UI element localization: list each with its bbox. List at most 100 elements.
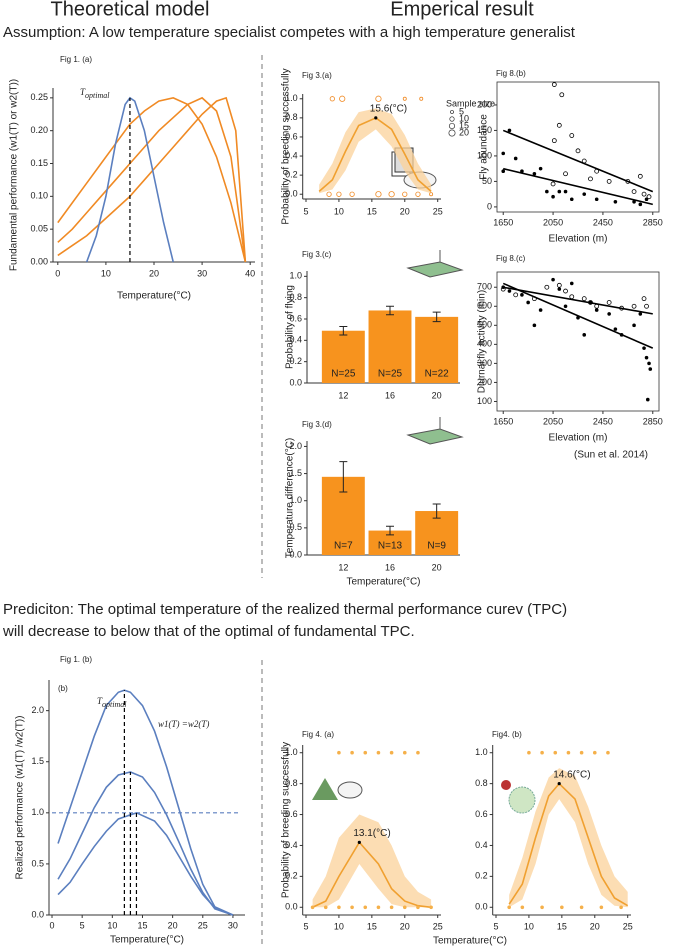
bar xyxy=(368,310,412,383)
point xyxy=(538,308,543,312)
x-tick-label: 10 xyxy=(334,921,344,931)
y-tick-label: 1.0 xyxy=(285,747,298,757)
point xyxy=(592,750,597,755)
point xyxy=(599,905,604,910)
y-tick-label: 0.4 xyxy=(289,335,302,345)
y-tick-label: 0.6 xyxy=(285,809,298,819)
point xyxy=(507,128,512,133)
bar-label: N=22 xyxy=(425,369,450,380)
point xyxy=(339,95,346,102)
point xyxy=(594,197,599,202)
chart-title: Fig 8.(b) xyxy=(496,69,526,78)
y-tick-label: 0.15 xyxy=(30,158,48,168)
point xyxy=(520,293,524,297)
point xyxy=(632,323,636,328)
y-tick-label: 0.5 xyxy=(289,522,302,532)
point xyxy=(569,281,574,286)
point xyxy=(644,197,649,202)
y-tick-label: 0.6 xyxy=(475,809,488,819)
point xyxy=(606,179,612,184)
x-tick-label: 20 xyxy=(400,206,410,216)
point xyxy=(606,750,610,755)
y-axis-label: Probability of breeding successfully xyxy=(281,68,292,224)
y-tick-label: 0.2 xyxy=(285,170,298,180)
point xyxy=(416,905,420,910)
chart: Fig 4. (a) 0.0 0.2 0.4 0.6 0.8 1.0 5 10 15 20 25 Pro… xyxy=(281,730,443,931)
x-tick-label: 15 xyxy=(367,206,377,216)
curve xyxy=(503,167,653,206)
point xyxy=(553,750,558,755)
bar-label: N=9 xyxy=(427,541,446,552)
legend-label: 5 xyxy=(459,106,464,116)
x-tick-label: 15 xyxy=(367,921,377,931)
x-tick-label: 2450 xyxy=(593,416,613,426)
point xyxy=(402,96,407,101)
chart-title: Fig 1. (a) xyxy=(60,55,92,64)
chart: Fig 8.(c) 100 200 300 400 500 600 700 1650 2050 24… xyxy=(477,254,663,444)
point xyxy=(376,750,381,755)
annotation: 13.1(°C) xyxy=(353,828,390,839)
point xyxy=(641,191,647,197)
y-tick-label: 2.0 xyxy=(289,441,302,451)
point xyxy=(323,905,328,910)
point xyxy=(375,95,382,102)
point xyxy=(402,191,408,197)
legend-marker xyxy=(450,110,454,114)
curve xyxy=(502,129,654,193)
legend-title: Sample size xyxy=(446,98,495,108)
y-tick-label: 0 xyxy=(487,201,492,211)
point xyxy=(556,122,562,128)
prediction: Prediciton: The optimal temperature of t… xyxy=(3,601,567,618)
y-tick-label: 1.0 xyxy=(285,93,298,103)
annotation-text: T xyxy=(80,87,86,97)
curve xyxy=(57,811,234,916)
section-heading: Emperical result xyxy=(390,0,534,20)
point xyxy=(513,156,518,161)
x-tick-label: 20 xyxy=(590,921,600,931)
x-axis-label: Temperature(°C) xyxy=(117,291,191,302)
y-tick-label: 0.2 xyxy=(475,871,488,881)
section-heading: Theoretical model xyxy=(51,0,210,20)
error-bar xyxy=(339,461,348,493)
point xyxy=(637,173,643,179)
y-tick-label: 0.6 xyxy=(289,313,302,323)
point xyxy=(575,148,581,154)
y-tick-label: 0.4 xyxy=(475,840,488,850)
point xyxy=(419,96,424,101)
y-tick-label: 1.0 xyxy=(289,271,302,281)
point xyxy=(526,300,530,305)
point xyxy=(544,284,550,290)
y-tick-label: 0.4 xyxy=(285,840,298,850)
point xyxy=(550,181,556,187)
y-tick-label: 0.5 xyxy=(31,858,44,868)
annotation: Toptimal xyxy=(80,87,110,100)
curve xyxy=(57,96,247,263)
point xyxy=(581,296,587,302)
x-tick-label: 12 xyxy=(338,390,348,400)
icon xyxy=(312,778,363,800)
point xyxy=(402,905,407,910)
y-tick-label: 0.4 xyxy=(285,150,298,160)
x-tick-label: 25 xyxy=(433,921,443,931)
point xyxy=(551,138,557,144)
point xyxy=(582,192,587,196)
point xyxy=(551,194,555,199)
x-tick-label: 20 xyxy=(168,920,178,930)
peak-point xyxy=(374,116,378,120)
legend-label: 20 xyxy=(459,127,469,137)
y-tick-label: 0.8 xyxy=(285,778,298,788)
x-tick-label: 5 xyxy=(80,920,85,930)
x-axis-label: Elevation (m) xyxy=(549,433,608,444)
x-tick-label: 5 xyxy=(303,206,308,216)
point xyxy=(613,327,618,331)
y-tick-label: 0.8 xyxy=(475,778,488,788)
point xyxy=(646,194,652,200)
y-tick-label: 0.00 xyxy=(30,256,48,266)
point xyxy=(641,296,647,302)
bar-label: N=25 xyxy=(331,369,356,380)
annotation-subscript: optimal xyxy=(102,700,127,709)
point xyxy=(310,905,315,910)
point xyxy=(644,355,649,360)
y-tick-label: 0.2 xyxy=(285,871,298,881)
